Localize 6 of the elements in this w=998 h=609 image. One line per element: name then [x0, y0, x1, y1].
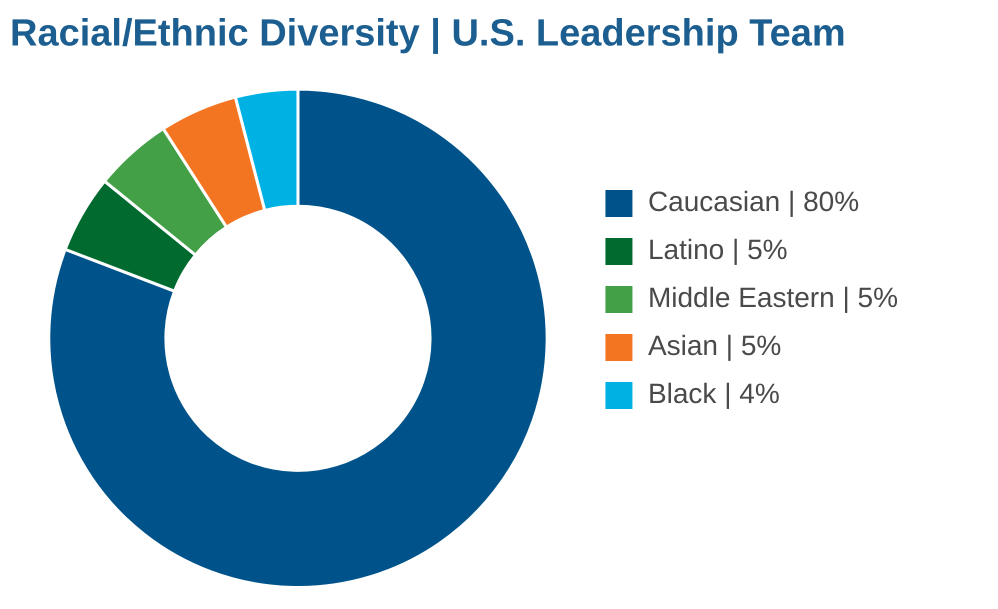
legend-label: Asian | 5% [648, 330, 782, 362]
legend-label: Caucasian | 80% [648, 186, 860, 218]
legend-label: Latino | 5% [648, 234, 788, 266]
legend-label: Black | 4% [648, 378, 780, 410]
legend-label: Middle Eastern | 5% [648, 282, 898, 314]
chart-title: Racial/Ethnic Diversity | U.S. Leadership Team [10, 12, 846, 54]
